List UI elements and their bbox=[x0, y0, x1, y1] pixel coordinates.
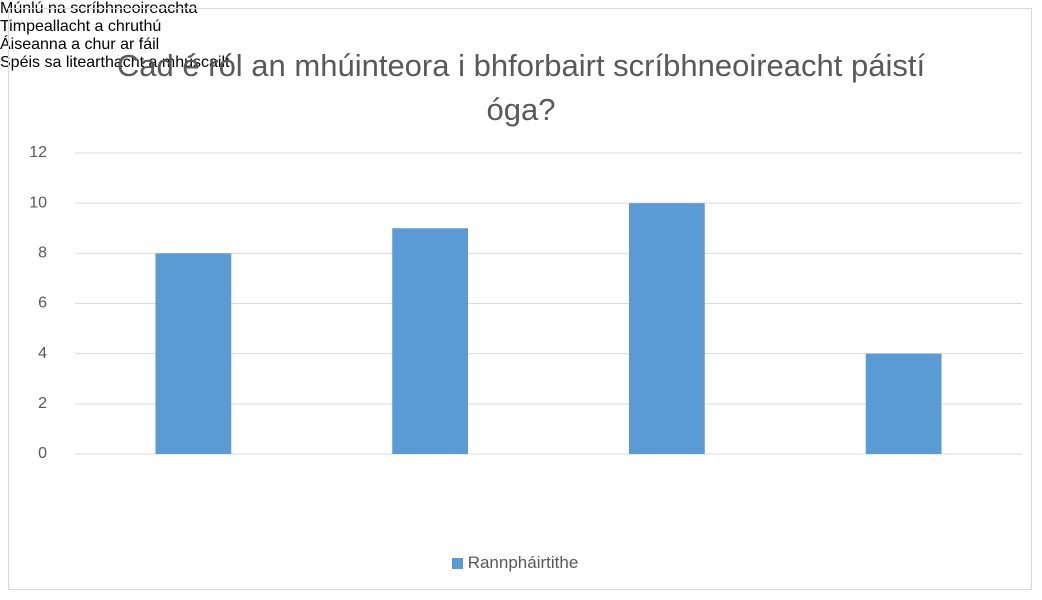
bar bbox=[628, 203, 705, 454]
bar bbox=[392, 228, 469, 454]
chart-border bbox=[8, 8, 1032, 590]
bar bbox=[865, 353, 942, 454]
legend: Rannpháirtithe bbox=[0, 553, 1042, 573]
legend-label: Rannpháirtithe bbox=[467, 553, 579, 572]
legend-swatch bbox=[451, 557, 463, 569]
x-tick-label: Timpeallacht a chruthú bbox=[0, 18, 162, 35]
chart-title: Cad é ról an mhúinteora i bhforbairt scr… bbox=[116, 48, 926, 127]
y-tick-label: 4 bbox=[38, 345, 47, 362]
y-tick-label: 10 bbox=[29, 194, 47, 211]
x-tick-label: Spéis sa litearthacht a mhúscailt bbox=[0, 54, 230, 71]
y-tick-label: 6 bbox=[38, 295, 47, 312]
x-tick-label: Áiseanna a chur ar fáil bbox=[0, 36, 160, 53]
y-tick-label: 8 bbox=[38, 245, 47, 262]
bar bbox=[155, 253, 232, 454]
y-tick-label: 0 bbox=[38, 445, 47, 462]
y-tick-label: 2 bbox=[38, 395, 47, 412]
y-tick-label: 12 bbox=[29, 144, 47, 161]
